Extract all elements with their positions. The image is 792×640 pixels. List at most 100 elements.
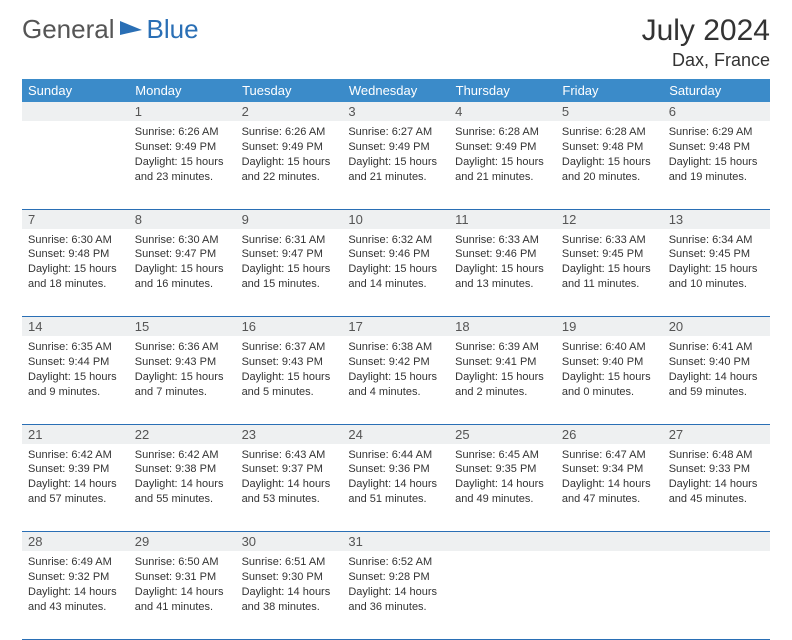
day-cell: Sunrise: 6:37 AMSunset: 9:43 PMDaylight:…: [236, 336, 343, 424]
day-info-line: and 49 minutes.: [455, 492, 550, 507]
weekday-header-row: Sunday Monday Tuesday Wednesday Thursday…: [22, 79, 770, 102]
day-cell-content: Sunrise: 6:30 AMSunset: 9:48 PMDaylight:…: [22, 229, 129, 298]
day-info-line: Sunset: 9:43 PM: [135, 355, 230, 370]
day-cell: Sunrise: 6:48 AMSunset: 9:33 PMDaylight:…: [663, 444, 770, 532]
day-cell-content: Sunrise: 6:28 AMSunset: 9:48 PMDaylight:…: [556, 121, 663, 190]
day-number: [22, 102, 129, 121]
day-info-line: and 23 minutes.: [135, 170, 230, 185]
day-info-line: Daylight: 14 hours: [242, 585, 337, 600]
day-info-line: Sunrise: 6:42 AM: [135, 448, 230, 463]
day-info-line: Daylight: 14 hours: [28, 585, 123, 600]
day-info-line: Sunrise: 6:30 AM: [28, 233, 123, 248]
day-number: 29: [129, 532, 236, 552]
day-info-line: and 21 minutes.: [348, 170, 443, 185]
day-info-line: Sunrise: 6:29 AM: [669, 125, 764, 140]
day-info-line: Sunset: 9:37 PM: [242, 462, 337, 477]
day-info-line: Sunrise: 6:36 AM: [135, 340, 230, 355]
day-cell: Sunrise: 6:30 AMSunset: 9:47 PMDaylight:…: [129, 229, 236, 317]
day-info-line: and 11 minutes.: [562, 277, 657, 292]
day-info-line: Sunset: 9:28 PM: [348, 570, 443, 585]
day-number: 31: [342, 532, 449, 552]
day-number: 17: [342, 317, 449, 337]
day-cell-content: Sunrise: 6:39 AMSunset: 9:41 PMDaylight:…: [449, 336, 556, 405]
day-cell-content: Sunrise: 6:32 AMSunset: 9:46 PMDaylight:…: [342, 229, 449, 298]
day-cell-content: Sunrise: 6:28 AMSunset: 9:49 PMDaylight:…: [449, 121, 556, 190]
day-number: 11: [449, 209, 556, 229]
day-info-line: and 57 minutes.: [28, 492, 123, 507]
day-cell: Sunrise: 6:38 AMSunset: 9:42 PMDaylight:…: [342, 336, 449, 424]
day-info-line: Daylight: 15 hours: [669, 262, 764, 277]
day-info-line: and 5 minutes.: [242, 385, 337, 400]
day-info-line: Sunrise: 6:34 AM: [669, 233, 764, 248]
page-header: General Blue July 2024 Dax, France: [22, 14, 770, 71]
day-cell: Sunrise: 6:34 AMSunset: 9:45 PMDaylight:…: [663, 229, 770, 317]
day-info-line: Daylight: 15 hours: [562, 262, 657, 277]
day-info-line: Sunrise: 6:45 AM: [455, 448, 550, 463]
day-number: 5: [556, 102, 663, 121]
day-number: [449, 532, 556, 552]
day-cell-content: Sunrise: 6:33 AMSunset: 9:46 PMDaylight:…: [449, 229, 556, 298]
day-cell: Sunrise: 6:42 AMSunset: 9:39 PMDaylight:…: [22, 444, 129, 532]
day-info-line: Daylight: 15 hours: [242, 370, 337, 385]
day-number: 4: [449, 102, 556, 121]
day-info-line: and 22 minutes.: [242, 170, 337, 185]
day-info-line: and 9 minutes.: [28, 385, 123, 400]
day-info-line: and 19 minutes.: [669, 170, 764, 185]
day-content-row: Sunrise: 6:42 AMSunset: 9:39 PMDaylight:…: [22, 444, 770, 532]
day-cell-content: Sunrise: 6:38 AMSunset: 9:42 PMDaylight:…: [342, 336, 449, 405]
day-info-line: Daylight: 15 hours: [348, 370, 443, 385]
day-number: 16: [236, 317, 343, 337]
day-info-line: Sunset: 9:38 PM: [135, 462, 230, 477]
day-info-line: and 2 minutes.: [455, 385, 550, 400]
day-info-line: Daylight: 15 hours: [28, 370, 123, 385]
day-cell-content: Sunrise: 6:49 AMSunset: 9:32 PMDaylight:…: [22, 551, 129, 620]
day-info-line: Sunrise: 6:26 AM: [135, 125, 230, 140]
day-info-line: Sunset: 9:36 PM: [348, 462, 443, 477]
weekday-header: Saturday: [663, 79, 770, 102]
day-number: 14: [22, 317, 129, 337]
day-cell-content: [22, 121, 129, 189]
day-number: 20: [663, 317, 770, 337]
day-number: 25: [449, 424, 556, 444]
day-info-line: Daylight: 14 hours: [242, 477, 337, 492]
day-info-line: Sunrise: 6:33 AM: [562, 233, 657, 248]
day-cell: Sunrise: 6:33 AMSunset: 9:46 PMDaylight:…: [449, 229, 556, 317]
weekday-header: Friday: [556, 79, 663, 102]
day-cell: Sunrise: 6:30 AMSunset: 9:48 PMDaylight:…: [22, 229, 129, 317]
brand-part2: Blue: [147, 14, 199, 45]
day-info-line: and 45 minutes.: [669, 492, 764, 507]
day-info-line: Daylight: 15 hours: [242, 155, 337, 170]
day-info-line: Sunset: 9:45 PM: [669, 247, 764, 262]
day-cell: [663, 551, 770, 639]
day-info-line: and 18 minutes.: [28, 277, 123, 292]
day-info-line: and 47 minutes.: [562, 492, 657, 507]
location-label: Dax, France: [642, 50, 770, 71]
day-info-line: Daylight: 14 hours: [562, 477, 657, 492]
day-info-line: Daylight: 15 hours: [135, 370, 230, 385]
day-info-line: Daylight: 15 hours: [135, 262, 230, 277]
day-number: 8: [129, 209, 236, 229]
day-number: 21: [22, 424, 129, 444]
day-cell-content: Sunrise: 6:37 AMSunset: 9:43 PMDaylight:…: [236, 336, 343, 405]
day-info-line: Sunset: 9:48 PM: [669, 140, 764, 155]
day-number: [556, 532, 663, 552]
day-info-line: Sunset: 9:42 PM: [348, 355, 443, 370]
day-info-line: and 4 minutes.: [348, 385, 443, 400]
day-cell-content: Sunrise: 6:50 AMSunset: 9:31 PMDaylight:…: [129, 551, 236, 620]
brand-part1: General: [22, 14, 115, 45]
day-content-row: Sunrise: 6:30 AMSunset: 9:48 PMDaylight:…: [22, 229, 770, 317]
day-info-line: Daylight: 15 hours: [562, 370, 657, 385]
day-info-line: and 0 minutes.: [562, 385, 657, 400]
day-cell: Sunrise: 6:33 AMSunset: 9:45 PMDaylight:…: [556, 229, 663, 317]
day-cell: Sunrise: 6:28 AMSunset: 9:49 PMDaylight:…: [449, 121, 556, 209]
day-info-line: Sunset: 9:34 PM: [562, 462, 657, 477]
day-number: 28: [22, 532, 129, 552]
day-info-line: Sunrise: 6:38 AM: [348, 340, 443, 355]
day-number: 10: [342, 209, 449, 229]
day-cell: Sunrise: 6:32 AMSunset: 9:46 PMDaylight:…: [342, 229, 449, 317]
day-info-line: and 51 minutes.: [348, 492, 443, 507]
day-cell: Sunrise: 6:42 AMSunset: 9:38 PMDaylight:…: [129, 444, 236, 532]
day-info-line: Sunrise: 6:41 AM: [669, 340, 764, 355]
day-number: 2: [236, 102, 343, 121]
day-info-line: Sunset: 9:44 PM: [28, 355, 123, 370]
